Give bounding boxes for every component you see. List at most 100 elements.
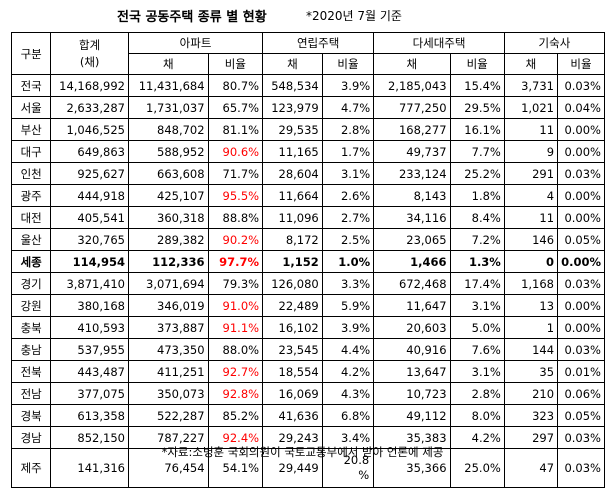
- total-cell: 14,168,992: [50, 74, 129, 97]
- subheader-units: 채: [262, 53, 323, 75]
- dormitory-ratio-cell: 0.00%: [557, 316, 605, 339]
- row-house-ratio-cell: 2.5%: [321, 228, 375, 251]
- dormitory-ratio-cell: 0.00%: [557, 118, 605, 141]
- apartment-ratio-cell: 91.1%: [207, 316, 264, 339]
- region-cell: 서울: [10, 96, 52, 119]
- row-house-ratio-cell: 2.8%: [321, 118, 375, 141]
- source-note: *자료:소병훈 국회의원이 국토교통부에서 받아 언론에 제공: [161, 445, 444, 459]
- total-cell: 443,487: [50, 360, 129, 383]
- total-cell: 852,150: [50, 426, 129, 449]
- row-house-ratio-cell: 3.3%: [321, 272, 375, 295]
- table-row: 서울 2,633,287 1,731,037 65.7% 123,979 4.7% 777,…: [10, 96, 605, 119]
- dormitory-ratio-cell: 0.00%: [557, 250, 605, 273]
- multi-family-ratio-cell: 1.3%: [449, 250, 505, 273]
- apartment-ratio-cell: 88.8%: [207, 206, 264, 229]
- row-house-ratio-cell: 3.9%: [321, 316, 375, 339]
- apartment-ratio-cell: 80.7%: [207, 74, 264, 97]
- total-cell: 537,955: [50, 338, 129, 361]
- apartment-count-cell: 588,952: [127, 140, 209, 163]
- region-cell: 대구: [10, 140, 52, 163]
- multi-family-count-cell: 8,143: [373, 184, 451, 207]
- table-row: 대전 405,541 360,318 88.8% 11,096 2.7% 34,116 8.4…: [10, 206, 605, 229]
- multi-family-ratio-cell: 3.1%: [449, 360, 505, 383]
- total-cell: 380,168: [50, 294, 129, 317]
- apartment-count-cell: 289,382: [127, 228, 209, 251]
- dormitory-ratio-cell: 0.03%: [557, 74, 605, 97]
- multi-family-count-cell: 11,647: [373, 294, 451, 317]
- subheader-units: 채: [127, 53, 209, 75]
- table-row: 경기 3,871,410 3,071,694 79.3% 126,080 3.3% 672,…: [10, 272, 605, 295]
- dormitory-ratio-cell: 0.00%: [557, 294, 605, 317]
- dormitory-count-cell: 323: [503, 404, 559, 427]
- dormitory-ratio-cell: 0.05%: [557, 228, 605, 251]
- apartment-ratio-cell: 81.1%: [207, 118, 264, 141]
- multi-family-ratio-cell: 5.0%: [449, 316, 505, 339]
- multi-family-ratio-cell: 7.6%: [449, 338, 505, 361]
- apartment-ratio-cell: 90.6%: [207, 140, 264, 163]
- table-row: 전국 14,168,992 11,431,684 80.7% 548,534 3.9% 2,…: [10, 74, 605, 97]
- multi-family-ratio-cell: 25.2%: [449, 162, 505, 185]
- header-total-unit: (채): [79, 54, 100, 69]
- region-cell: 광주: [10, 184, 52, 207]
- subheader-units: 채: [373, 53, 451, 75]
- dormitory-count-cell: 144: [503, 338, 559, 361]
- row-house-count-cell: 29,243: [262, 426, 323, 449]
- row-house-count-cell: 16,102: [262, 316, 323, 339]
- multi-family-ratio-cell: 8.0%: [449, 404, 505, 427]
- apartment-count-cell: 373,887: [127, 316, 209, 339]
- row-house-count-cell: 23,545: [262, 338, 323, 361]
- apartment-ratio-cell: 92.8%: [207, 382, 264, 405]
- row-house-count-cell: 29,535: [262, 118, 323, 141]
- apartment-ratio-cell: 95.5%: [207, 184, 264, 207]
- dormitory-count-cell: 0: [503, 250, 559, 273]
- apartment-ratio-cell: 71.7%: [207, 162, 264, 185]
- row-house-count-cell: 11,165: [262, 140, 323, 163]
- region-cell: 충북: [10, 316, 52, 339]
- apartment-ratio-cell: 85.2%: [207, 404, 264, 427]
- table-row: 세종 114,954 112,336 97.7% 1,152 1.0% 1,466 1.3% 0…: [10, 250, 605, 273]
- header-row-groups: 구분 합계 (채) 아파트 연립주택 다세대주택 기숙사: [10, 32, 605, 75]
- row-house-ratio-cell: 4.3%: [321, 382, 375, 405]
- total-cell: 114,954: [50, 250, 129, 273]
- row-house-count-cell: 41,636: [262, 404, 323, 427]
- multi-family-ratio-cell: 3.1%: [449, 294, 505, 317]
- row-house-ratio-cell: 2.6%: [321, 184, 375, 207]
- table-row: 전남 377,075 350,073 92.8% 16,069 4.3% 10,723 2.8…: [10, 382, 605, 405]
- row-house-count-cell: 548,534: [262, 74, 323, 97]
- page-title: 전국 공동주택 종류 별 현황: [117, 10, 267, 25]
- apartment-count-cell: 848,702: [127, 118, 209, 141]
- apartment-count-cell: 3,071,694: [127, 272, 209, 295]
- header-region: 구분: [10, 32, 52, 75]
- multi-family-count-cell: 168,277: [373, 118, 451, 141]
- table-row: 대구 649,863 588,952 90.6% 11,165 1.7% 49,737 7.7…: [10, 140, 605, 163]
- row-house-ratio-cell: 2.7%: [321, 206, 375, 229]
- dormitory-ratio-cell: 0.03%: [557, 162, 605, 185]
- table-row: 전북 443,487 411,251 92.7% 18,554 4.2% 13,647 3.1…: [10, 360, 605, 383]
- region-cell: 세종: [10, 250, 52, 273]
- row-house-count-cell: 18,554: [262, 360, 323, 383]
- header-total-label: 합계: [79, 37, 101, 52]
- multi-family-ratio-cell: 29.5%: [449, 96, 505, 119]
- apartment-count-cell: 522,287: [127, 404, 209, 427]
- dormitory-count-cell: 1,168: [503, 272, 559, 295]
- apartment-count-cell: 11,431,684: [127, 74, 209, 97]
- dormitory-ratio-cell: 0.03%: [557, 426, 605, 449]
- apartment-ratio-cell: 65.7%: [207, 96, 264, 119]
- subheader-units: 채: [503, 53, 559, 75]
- region-cell: 인천: [10, 162, 52, 185]
- row-house-count-cell: 8,172: [262, 228, 323, 251]
- region-cell: 전국: [10, 74, 52, 97]
- multi-family-count-cell: 49,112: [373, 404, 451, 427]
- header-total: 합계 (채): [50, 32, 129, 75]
- row-house-ratio-cell: 3.9%: [321, 74, 375, 97]
- region-cell: 부산: [10, 118, 52, 141]
- dormitory-ratio-cell: 0.00%: [557, 140, 605, 163]
- multi-family-ratio-cell: 8.4%: [449, 206, 505, 229]
- dormitory-count-cell: 1,021: [503, 96, 559, 119]
- total-cell: 320,765: [50, 228, 129, 251]
- row-house-ratio-cell: 5.9%: [321, 294, 375, 317]
- dormitory-ratio-cell: 0.00%: [557, 206, 605, 229]
- total-cell: 2,633,287: [50, 96, 129, 119]
- apartment-ratio-cell: 92.7%: [207, 360, 264, 383]
- row-house-count-cell: 22,489: [262, 294, 323, 317]
